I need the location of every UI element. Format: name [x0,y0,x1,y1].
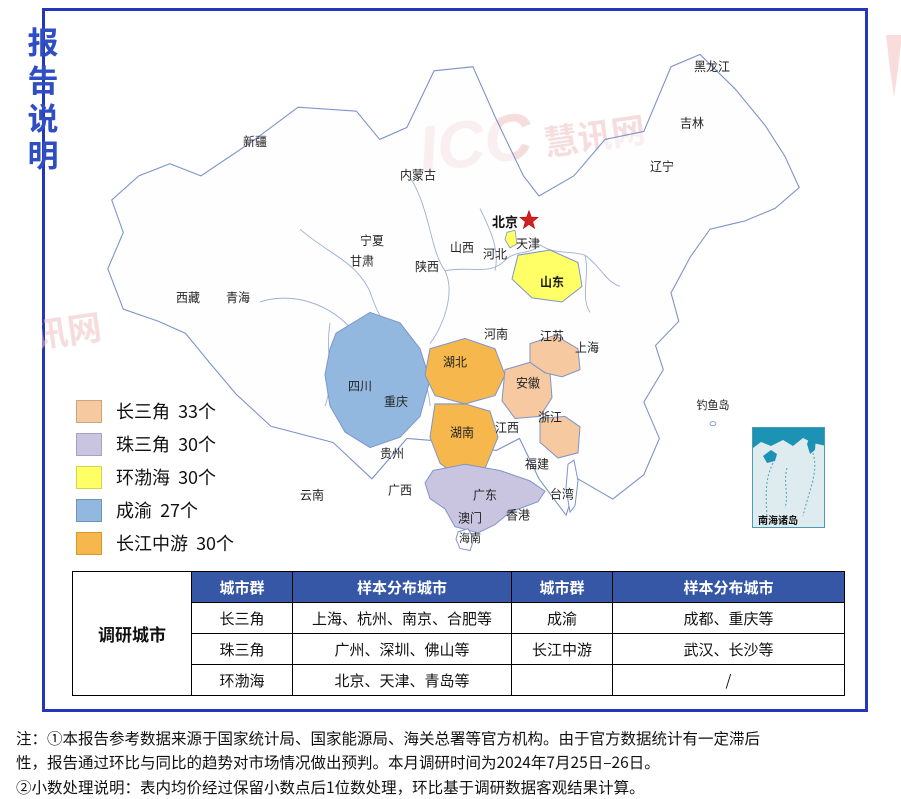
svg-text:云南: 云南 [300,485,324,503]
svg-text:上海: 上海 [575,338,599,356]
svg-text:海南: 海南 [459,530,481,546]
svg-text:新疆: 新疆 [243,132,267,150]
svg-text:广西: 广西 [388,480,412,498]
svg-text:浙江: 浙江 [538,407,562,425]
svg-text:慧讯网: 慧讯网 [42,300,104,363]
svg-text:重庆: 重庆 [384,392,408,410]
svg-text:广东: 广东 [473,485,497,503]
svg-text:吉林: 吉林 [680,113,704,131]
svg-text:钓鱼岛: 钓鱼岛 [696,397,729,413]
svg-text:澳门: 澳门 [458,508,482,526]
svg-text:香港: 香港 [506,505,530,523]
svg-text:安徽: 安徽 [516,373,540,391]
svg-text:山东: 山东 [540,272,564,290]
svg-text:青海: 青海 [226,288,250,306]
svg-text:北京: 北京 [492,212,518,231]
svg-text:河南: 河南 [484,324,508,342]
svg-text:湖南: 湖南 [450,423,474,441]
svg-text:江西: 江西 [495,418,519,436]
svg-text:宁夏: 宁夏 [360,231,384,249]
svg-text:四川: 四川 [348,376,372,394]
svg-text:陕西: 陕西 [415,257,439,275]
svg-text:福建: 福建 [525,454,549,472]
svg-text:台湾: 台湾 [550,484,574,502]
svg-text:江苏: 江苏 [540,326,564,344]
svg-text:天津: 天津 [516,234,540,252]
svg-text:黑龙江: 黑龙江 [694,57,730,75]
svg-text:山西: 山西 [450,238,474,256]
svg-text:辽宁: 辽宁 [650,157,674,175]
svg-text:湖北: 湖北 [443,352,467,370]
svg-text:甘肃: 甘肃 [350,251,374,269]
svg-text:内蒙古: 内蒙古 [400,165,436,183]
svg-text:西藏: 西藏 [176,288,200,306]
svg-text:贵州: 贵州 [380,444,404,462]
svg-text:河北: 河北 [483,244,507,262]
